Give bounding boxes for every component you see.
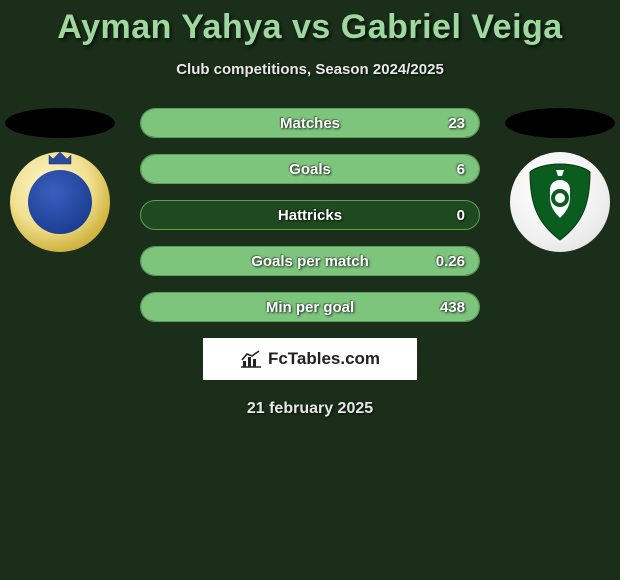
stat-row: Hattricks0 (140, 200, 480, 230)
watermark-text: FcTables.com (268, 349, 380, 369)
stat-value: 0 (457, 207, 465, 224)
right-shadow-ellipse (505, 108, 615, 138)
stat-value: 0.26 (436, 253, 465, 270)
left-team-crest (10, 152, 110, 252)
content-area: Matches23 Goals6 Hattricks0 Goals per match… (0, 108, 620, 418)
left-crest-inner (28, 170, 92, 234)
right-team-crest (510, 152, 610, 252)
stat-row: Matches23 (140, 108, 480, 138)
comparison-subtitle: Club competitions, Season 2024/2025 (0, 61, 620, 78)
crown-icon (47, 150, 73, 166)
comparison-title: Ayman Yahya vs Gabriel Veiga (0, 0, 620, 47)
stat-label: Matches (141, 115, 479, 132)
stat-row: Goals6 (140, 154, 480, 184)
stat-label: Goals per match (141, 253, 479, 270)
stat-value: 6 (457, 161, 465, 178)
comparison-date: 21 february 2025 (0, 400, 620, 418)
left-team-column (5, 108, 115, 252)
stat-value: 23 (448, 115, 465, 132)
right-team-column (505, 108, 615, 252)
stat-label: Min per goal (141, 299, 479, 316)
chart-icon (240, 350, 262, 368)
shield-icon (526, 162, 594, 242)
stat-label: Goals (141, 161, 479, 178)
stat-label: Hattricks (141, 207, 479, 224)
stats-list: Matches23 Goals6 Hattricks0 Goals per match… (140, 108, 480, 322)
watermark-badge: FcTables.com (203, 338, 417, 380)
stat-row: Goals per match0.26 (140, 246, 480, 276)
left-shadow-ellipse (5, 108, 115, 138)
stat-row: Min per goal438 (140, 292, 480, 322)
stat-value: 438 (440, 299, 465, 316)
